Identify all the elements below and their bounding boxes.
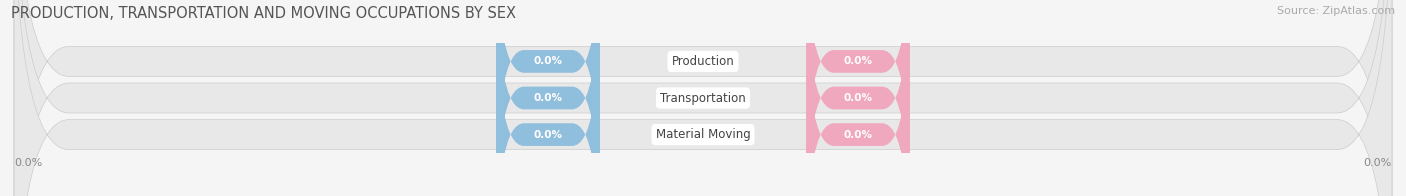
Text: 0.0%: 0.0% — [844, 93, 873, 103]
FancyBboxPatch shape — [807, 0, 910, 196]
Text: 0.0%: 0.0% — [844, 130, 873, 140]
FancyBboxPatch shape — [14, 0, 1392, 196]
Text: 0.0%: 0.0% — [844, 56, 873, 66]
FancyBboxPatch shape — [807, 0, 910, 196]
Text: 0.0%: 0.0% — [533, 93, 562, 103]
FancyBboxPatch shape — [14, 0, 1392, 196]
Text: Transportation: Transportation — [661, 92, 745, 104]
Text: 0.0%: 0.0% — [533, 130, 562, 140]
FancyBboxPatch shape — [496, 0, 599, 196]
Text: Material Moving: Material Moving — [655, 128, 751, 141]
FancyBboxPatch shape — [496, 0, 599, 196]
Text: 0.0%: 0.0% — [14, 158, 42, 168]
Text: Production: Production — [672, 55, 734, 68]
FancyBboxPatch shape — [14, 0, 1392, 196]
Text: 0.0%: 0.0% — [1364, 158, 1392, 168]
FancyBboxPatch shape — [807, 0, 910, 196]
Text: 0.0%: 0.0% — [533, 56, 562, 66]
FancyBboxPatch shape — [496, 0, 599, 196]
Text: Source: ZipAtlas.com: Source: ZipAtlas.com — [1277, 6, 1395, 16]
Text: PRODUCTION, TRANSPORTATION AND MOVING OCCUPATIONS BY SEX: PRODUCTION, TRANSPORTATION AND MOVING OC… — [11, 6, 516, 21]
